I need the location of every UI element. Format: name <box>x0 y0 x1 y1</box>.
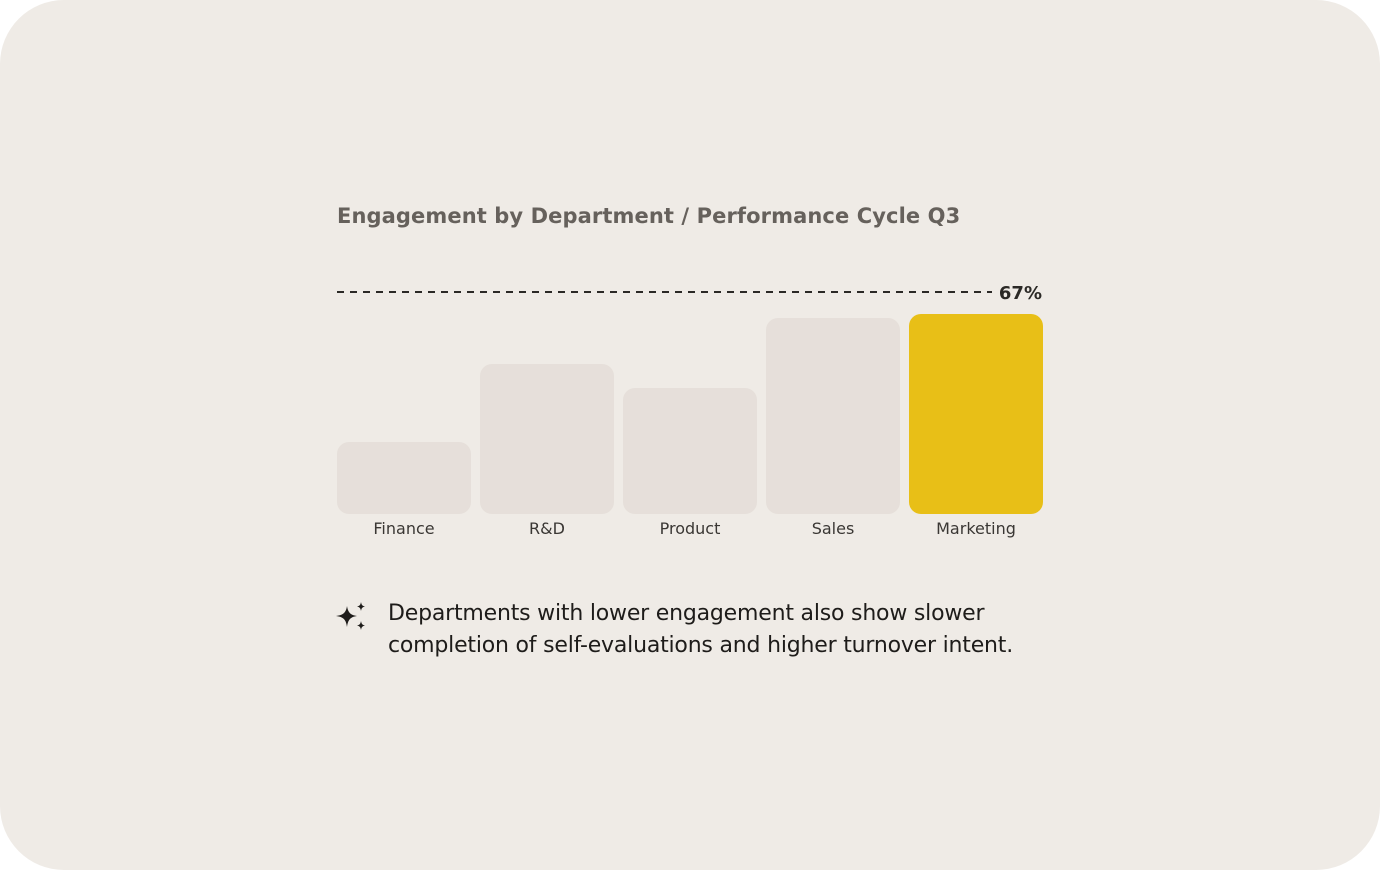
category-label: Marketing <box>936 519 1016 538</box>
bar-finance <box>337 442 471 514</box>
reference-line-group: 67% <box>337 283 1042 304</box>
bar-marketing <box>909 314 1043 514</box>
bar-product <box>623 388 757 514</box>
insight-callout: Departments with lower engagement also s… <box>334 598 1088 662</box>
bar-sales <box>766 318 900 514</box>
sparkle-icon <box>336 602 365 630</box>
bar-r-d <box>480 364 614 514</box>
category-label: Finance <box>373 519 434 538</box>
category-label: R&D <box>529 519 565 538</box>
category-labels: Finance R&D Product Sales Marketing <box>373 519 1015 538</box>
category-label: Product <box>660 519 721 538</box>
reference-line-label: 67% <box>999 283 1042 304</box>
category-label: Sales <box>812 519 855 538</box>
bars-layer <box>337 314 1043 514</box>
chart-title: Engagement by Department / Performance C… <box>337 204 961 228</box>
insight-text: Departments with lower engagement also s… <box>388 601 1014 658</box>
